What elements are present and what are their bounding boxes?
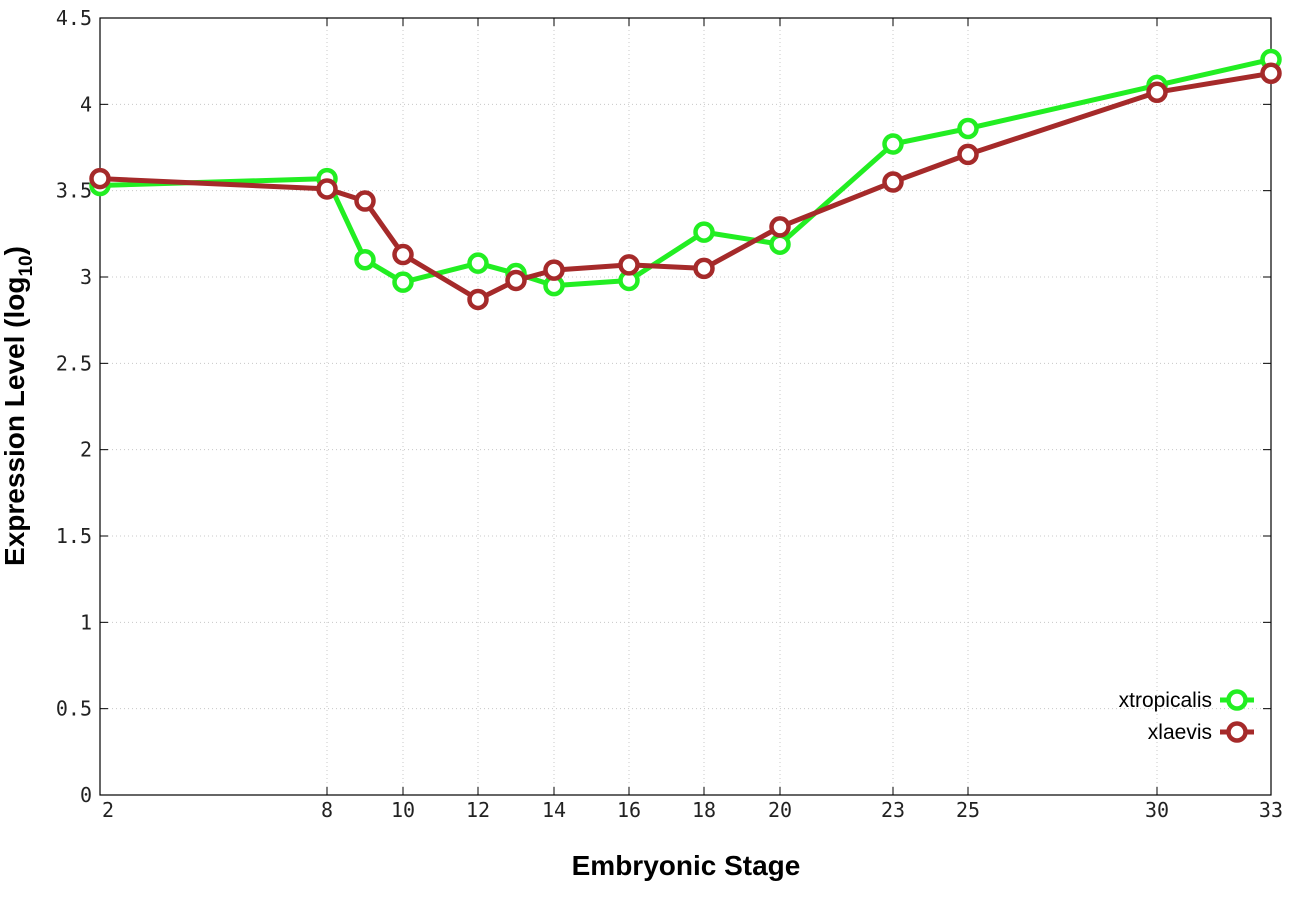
data-point: [1146, 81, 1168, 103]
x-tick-label: 12: [466, 798, 490, 822]
data-point: [882, 133, 904, 155]
data-point: [505, 269, 527, 292]
y-tick-label: 0: [80, 783, 92, 807]
y-tick-label: 3.5: [56, 179, 92, 203]
data-point: [769, 233, 791, 255]
data-point: [618, 254, 640, 276]
data-point: [316, 178, 338, 200]
series-line: [99, 56, 1272, 289]
x-tick-label: 20: [768, 798, 792, 822]
data-point: [467, 288, 489, 311]
series-xtropicalis: [89, 48, 1282, 297]
x-tick-label: 2: [102, 798, 114, 822]
data-point: [693, 221, 715, 243]
plot-frame: [99, 17, 1272, 796]
data-point: [769, 216, 791, 238]
series-line: [99, 70, 1272, 302]
y-tick-label: 2: [80, 438, 92, 462]
data-point: [543, 259, 565, 281]
x-axis-title: Embryonic Stage: [572, 850, 801, 881]
legend-label: xlaevis: [1148, 721, 1212, 744]
y-tick-label: 4.5: [56, 6, 92, 30]
data-point: [354, 190, 376, 212]
data-point: [693, 257, 715, 280]
data-point: [392, 271, 414, 293]
y-tick-label: 4: [80, 92, 92, 116]
x-tick-label: 30: [1145, 798, 1169, 822]
axis-ticks: 0 0.5 1 1.5 2 2.5 3 3.5 4 4.5 2 8 10 12 14 16 18 20 23 25 30…: [56, 6, 1283, 822]
series-xlaevis: [89, 62, 1282, 311]
y-tick-label: 1.5: [56, 524, 92, 548]
legend: xtropicalis xlaevis: [1119, 689, 1254, 744]
x-tick-label: 16: [617, 798, 641, 822]
y-tick-label: 3: [80, 265, 92, 289]
legend-swatch-marker: [1226, 721, 1248, 743]
series-group: [89, 48, 1282, 311]
data-point: [882, 171, 904, 193]
data-point: [957, 117, 979, 140]
y-axis-title: Expression Level (log10): [0, 246, 37, 566]
data-point: [392, 243, 414, 266]
data-point: [89, 167, 111, 190]
y-tick-label: 2.5: [56, 351, 92, 375]
data-point: [1260, 62, 1282, 85]
y-tick-label: 1: [80, 610, 92, 634]
x-tick-label: 14: [542, 798, 566, 822]
x-tick-label: 18: [692, 798, 716, 822]
data-point: [957, 143, 979, 166]
legend-swatch-marker: [1226, 689, 1248, 711]
x-tick-label: 25: [956, 798, 980, 822]
x-tick-label: 23: [881, 798, 905, 822]
x-tick-label: 8: [321, 798, 333, 822]
x-tick-label: 33: [1259, 798, 1283, 822]
y-tick-label: 0.5: [56, 697, 92, 721]
data-point: [467, 252, 489, 274]
data-point: [354, 248, 376, 271]
x-tick-label: 10: [391, 798, 415, 822]
grid: [100, 18, 1271, 795]
legend-label: xtropicalis: [1119, 689, 1212, 712]
